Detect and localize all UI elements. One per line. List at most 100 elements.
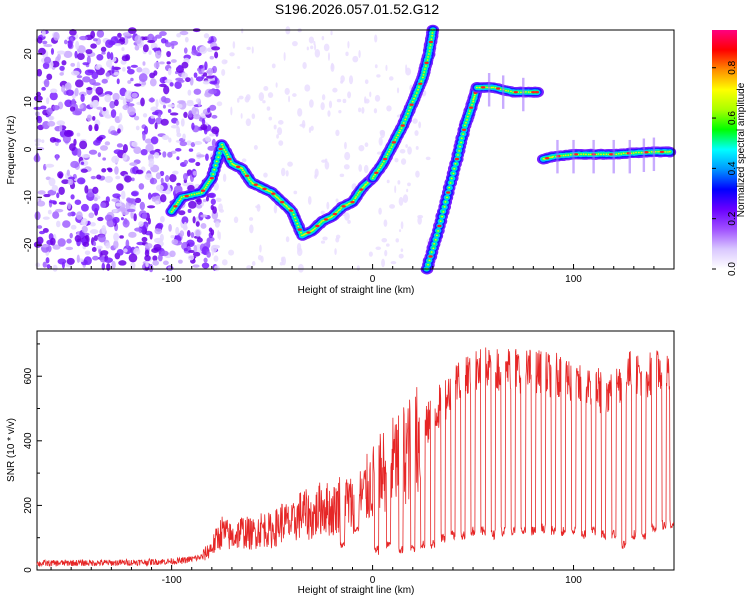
heatmap-track-blob [320, 221, 322, 223]
heatmap-noise-blob [191, 122, 195, 131]
heatmap-noise-blob [45, 257, 50, 264]
heatmap-noise-blob [95, 86, 104, 95]
heatmap-noise-blob [398, 253, 404, 259]
heatmap-noise-blob [142, 61, 146, 66]
heatmap-noise-blob [126, 208, 136, 213]
heatmap-track-blob [473, 93, 476, 96]
heatmap-noise-blob [180, 118, 185, 127]
heatmap-track-blob [569, 154, 572, 156]
heatmap-noise-blob [37, 124, 44, 131]
heatmap-track-blob [664, 151, 667, 153]
heatmap-track-blob [615, 153, 618, 156]
heatmap-hotspot [209, 176, 215, 180]
heatmap-noise-blob [38, 196, 42, 203]
heatmap-noise-blob [105, 39, 114, 48]
heatmap-noise-blob [342, 98, 347, 104]
heatmap-noise-blob [358, 144, 365, 152]
heatmap-noise-blob [221, 259, 228, 266]
heatmap-noise-blob [381, 237, 388, 243]
heatmap-track-blob [464, 124, 466, 127]
heatmap-hotspot [253, 183, 258, 186]
heatmap-noise-blob [384, 249, 388, 257]
heatmap-noise-blob [193, 244, 198, 253]
heatmap-noise-blob [206, 239, 211, 248]
heatmap-noise-blob [144, 254, 151, 262]
heatmap-track-blob [437, 230, 440, 232]
heatmap-track-blob [429, 47, 431, 49]
heatmap-noise-blob [90, 175, 97, 180]
heatmap-noise-blob [167, 151, 173, 158]
heatmap-noise-blob [91, 246, 97, 253]
heatmap-noise-blob [202, 72, 208, 77]
heatmap-noise-blob [174, 81, 182, 90]
heatmap-noise-blob [36, 200, 46, 207]
heatmap-track-blob [382, 160, 385, 163]
heatmap-noise-blob [160, 118, 169, 126]
heatmap-noise-blob [133, 115, 140, 121]
heatmap-noise-blob [83, 232, 90, 236]
heatmap-hotspot [288, 209, 294, 212]
heatmap-noise-blob [122, 98, 127, 106]
heatmap-noise-blob [169, 82, 174, 87]
heatmap-track-blob [276, 196, 278, 199]
heatmap-noise-blob [89, 229, 99, 235]
heatmap-noise-blob [115, 175, 121, 180]
heatmap-noise-blob [188, 148, 194, 152]
heatmap-track-blob [396, 134, 399, 137]
heatmap-x-tick-label: 0 [370, 274, 376, 285]
heatmap-noise-blob [176, 156, 180, 161]
heatmap-noise-blob [57, 171, 64, 179]
heatmap-track-blob [277, 197, 280, 200]
heatmap-track-blob [420, 80, 423, 82]
heatmap-noise-blob [154, 200, 160, 205]
heatmap-noise-blob [344, 151, 351, 161]
heatmap-noise-blob [106, 51, 111, 60]
heatmap-noise-blob [82, 241, 90, 247]
heatmap-noise-blob [82, 76, 91, 83]
heatmap-noise-blob [74, 235, 81, 243]
heatmap-track-blob [589, 153, 592, 156]
heatmap-hotspot [437, 224, 442, 228]
heatmap-noise-blob [147, 205, 156, 209]
heatmap-noise-blob [287, 161, 293, 167]
heatmap-track-blob [411, 100, 414, 103]
heatmap-noise-blob [193, 113, 201, 120]
heatmap-noise-blob [86, 55, 91, 65]
heatmap-hotspot [400, 124, 405, 127]
heatmap-noise-blob [400, 158, 407, 165]
heatmap-noise-blob [56, 220, 61, 228]
heatmap-noise-blob [167, 67, 172, 76]
heatmap-noise-blob [121, 55, 129, 62]
heatmap-hotspot [659, 150, 665, 154]
heatmap-noise-blob [144, 138, 153, 144]
heatmap-noise-blob [64, 99, 73, 108]
heatmap-noise-blob [186, 230, 191, 238]
heatmap-noise-blob [41, 86, 46, 91]
snr-x-tick-label: 0 [370, 575, 376, 586]
heatmap-noise-blob [50, 47, 55, 55]
heatmap-hotspot [350, 200, 355, 204]
heatmap-noise-blob [177, 259, 183, 264]
heatmap-noise-blob [141, 213, 148, 219]
heatmap-noise-blob [95, 64, 101, 70]
heatmap-noise-blob [130, 64, 138, 68]
heatmap-track-blob [196, 193, 198, 195]
heatmap-noise-blob [100, 250, 109, 256]
heatmap-track-blob [468, 110, 471, 112]
heatmap-noise-blob [378, 136, 383, 146]
heatmap-noise-blob [208, 227, 213, 233]
heatmap-track-blob [176, 201, 179, 204]
heatmap-noise-blob [116, 78, 120, 85]
heatmap-track-blob [418, 86, 420, 88]
heatmap-track-blob [354, 197, 357, 200]
heatmap-track-blob [478, 86, 481, 89]
heatmap-noise-blob [131, 92, 138, 98]
heatmap-noise-blob [49, 88, 58, 94]
heatmap-noise-blob [82, 62, 90, 66]
heatmap-noise-blob [147, 217, 151, 225]
heatmap-noise-blob [358, 50, 361, 58]
heatmap-noise-blob [41, 29, 46, 37]
heatmap-noise-blob [113, 71, 120, 76]
heatmap-noise-blob [101, 262, 106, 271]
heatmap-noise-blob [363, 96, 367, 104]
